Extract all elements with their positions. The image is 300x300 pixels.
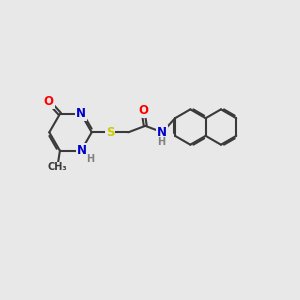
Text: O: O [138,104,148,117]
Text: H: H [86,154,94,164]
Text: CH₃: CH₃ [48,163,68,172]
Text: S: S [106,126,114,139]
Text: N: N [76,107,86,121]
Text: N: N [77,144,87,157]
Text: O: O [44,95,54,108]
Text: H: H [157,137,165,147]
Text: N: N [158,126,167,139]
